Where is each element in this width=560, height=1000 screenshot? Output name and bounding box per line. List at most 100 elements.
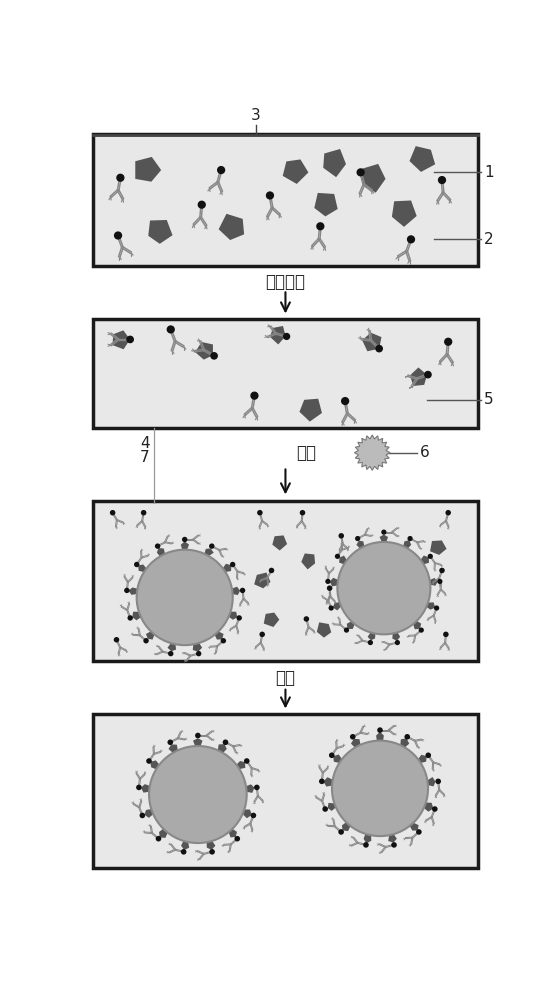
Circle shape	[338, 829, 344, 835]
Polygon shape	[393, 632, 400, 641]
Polygon shape	[376, 732, 384, 741]
Circle shape	[375, 345, 383, 352]
Polygon shape	[141, 784, 150, 793]
Circle shape	[110, 510, 115, 515]
Circle shape	[250, 392, 259, 400]
Polygon shape	[113, 330, 130, 349]
Circle shape	[408, 536, 413, 541]
Circle shape	[304, 616, 309, 622]
Polygon shape	[430, 578, 437, 586]
Circle shape	[198, 201, 206, 209]
Circle shape	[128, 615, 133, 621]
Polygon shape	[356, 541, 364, 549]
Polygon shape	[218, 214, 244, 240]
Polygon shape	[367, 633, 375, 640]
Polygon shape	[354, 435, 390, 470]
Polygon shape	[169, 744, 178, 753]
Circle shape	[300, 510, 305, 515]
Bar	[94, 714, 478, 868]
Polygon shape	[144, 809, 153, 818]
Circle shape	[269, 568, 274, 573]
Circle shape	[344, 627, 349, 633]
Circle shape	[329, 752, 334, 758]
Text: 1: 1	[484, 165, 493, 180]
Polygon shape	[428, 777, 436, 786]
Polygon shape	[193, 738, 203, 746]
Polygon shape	[421, 555, 429, 564]
Circle shape	[341, 397, 349, 405]
Circle shape	[240, 588, 245, 593]
Polygon shape	[333, 754, 342, 763]
Polygon shape	[254, 573, 270, 588]
Text: 洗浊: 洗浊	[276, 669, 296, 687]
Circle shape	[217, 166, 225, 174]
Bar	[94, 134, 478, 266]
Circle shape	[350, 734, 356, 740]
Polygon shape	[300, 399, 322, 422]
Polygon shape	[430, 540, 446, 555]
Polygon shape	[150, 760, 160, 769]
Polygon shape	[218, 744, 227, 753]
Circle shape	[116, 174, 124, 182]
Polygon shape	[362, 333, 381, 351]
Circle shape	[391, 842, 397, 848]
Polygon shape	[181, 841, 189, 850]
Polygon shape	[157, 548, 165, 556]
Circle shape	[434, 605, 439, 611]
Polygon shape	[403, 540, 411, 549]
Circle shape	[283, 333, 290, 340]
Circle shape	[444, 338, 452, 346]
Circle shape	[236, 615, 242, 621]
Polygon shape	[236, 761, 245, 769]
Circle shape	[338, 533, 344, 539]
Polygon shape	[146, 631, 155, 640]
Circle shape	[439, 568, 445, 573]
Polygon shape	[193, 643, 202, 652]
Text: 7: 7	[140, 450, 150, 465]
Circle shape	[335, 554, 340, 559]
Circle shape	[363, 842, 369, 848]
Bar	[94, 501, 478, 661]
Circle shape	[114, 231, 122, 240]
Circle shape	[235, 836, 240, 841]
Circle shape	[181, 849, 186, 855]
Circle shape	[432, 806, 437, 812]
Polygon shape	[272, 535, 287, 550]
Polygon shape	[388, 835, 397, 843]
Circle shape	[332, 741, 428, 836]
Polygon shape	[347, 622, 354, 629]
Polygon shape	[424, 802, 433, 812]
Circle shape	[377, 727, 383, 733]
Circle shape	[182, 537, 188, 542]
Circle shape	[124, 588, 129, 593]
Circle shape	[445, 510, 451, 515]
Circle shape	[146, 758, 152, 764]
Polygon shape	[232, 587, 240, 595]
Circle shape	[404, 734, 410, 740]
Polygon shape	[229, 829, 237, 837]
Circle shape	[428, 554, 433, 559]
Polygon shape	[351, 739, 361, 748]
Polygon shape	[167, 643, 176, 651]
Text: 5: 5	[484, 392, 493, 407]
Polygon shape	[283, 159, 309, 184]
Circle shape	[149, 746, 247, 843]
Circle shape	[407, 235, 415, 243]
Circle shape	[134, 562, 139, 567]
Polygon shape	[195, 342, 213, 360]
Polygon shape	[392, 200, 417, 227]
Polygon shape	[342, 822, 351, 831]
Circle shape	[327, 585, 333, 591]
Circle shape	[139, 813, 145, 818]
Circle shape	[141, 510, 146, 515]
Circle shape	[196, 651, 202, 656]
Circle shape	[323, 806, 328, 812]
Circle shape	[251, 813, 256, 818]
Circle shape	[210, 352, 218, 360]
Polygon shape	[400, 738, 409, 748]
Circle shape	[155, 543, 160, 549]
Circle shape	[114, 637, 119, 643]
Polygon shape	[136, 157, 161, 182]
Circle shape	[143, 638, 149, 643]
Circle shape	[209, 849, 215, 855]
